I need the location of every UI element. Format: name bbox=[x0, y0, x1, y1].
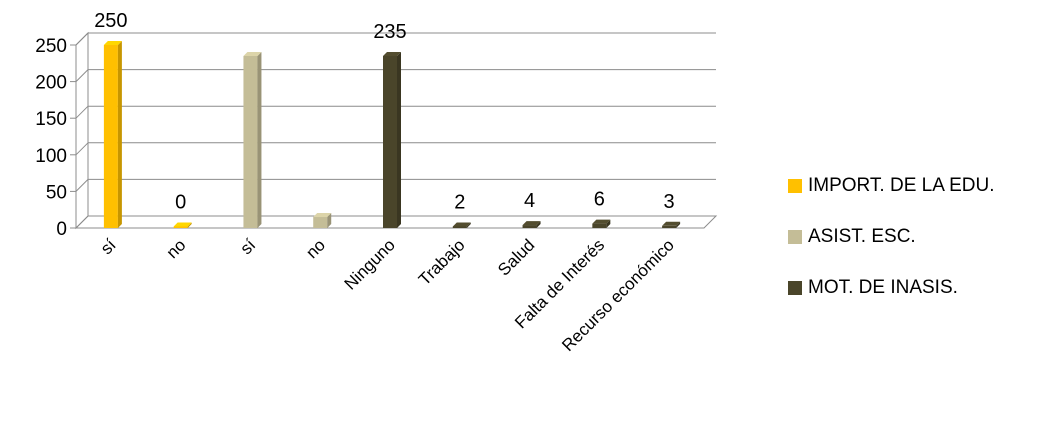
data-label-4-ninguno: 235 bbox=[373, 21, 406, 43]
data-label-5-trabajo: 2 bbox=[454, 192, 465, 214]
side-wall bbox=[75, 31, 89, 230]
bar-5-trabajo bbox=[452, 226, 467, 228]
bar-top-5-trabajo bbox=[452, 222, 471, 227]
data-label-0-si: 250 bbox=[94, 10, 127, 32]
side-gridline-200 bbox=[75, 69, 89, 82]
legend-item-mot-de-inasis: MOT. DE INASIS. bbox=[788, 274, 1038, 301]
x-tick-label-6-salud: Salud bbox=[494, 235, 538, 279]
bar-8-recurso-economico bbox=[662, 225, 677, 228]
bar-top-6-salud bbox=[522, 221, 541, 226]
y-tick-label-50: 50 bbox=[46, 182, 67, 203]
legend-swatch-import-de-la-edu bbox=[788, 178, 802, 193]
bar-7-falta-de-interes bbox=[592, 223, 607, 228]
bar-side-4-ninguno bbox=[397, 51, 401, 229]
x-tick-label-3-no: no bbox=[302, 235, 329, 262]
y-tick-label-200: 200 bbox=[35, 73, 67, 94]
x-tick-label-1-no: no bbox=[163, 235, 190, 262]
bar-side-3-no bbox=[327, 213, 332, 228]
legend-label-mot-de-inasis: MOT. DE INASIS. bbox=[808, 276, 958, 298]
bar-top-3-no bbox=[313, 213, 332, 218]
legend-label-import-de-la-edu: IMPORT. DE LA EDU. bbox=[808, 174, 995, 196]
floor bbox=[74, 215, 718, 229]
bar-top-7-falta-de-interes bbox=[592, 219, 611, 224]
bar-4-ninguno bbox=[383, 55, 397, 229]
data-label-8-recurso-economico: 3 bbox=[664, 191, 675, 213]
data-label-1-no: 0 bbox=[175, 192, 186, 214]
bar-6-salud bbox=[522, 225, 537, 228]
bar-side-5-trabajo bbox=[466, 222, 471, 228]
bar-top-2-si bbox=[243, 51, 262, 56]
bar-3-no bbox=[313, 217, 328, 228]
x-tick-label-5-trabajo: Trabajo bbox=[415, 235, 469, 289]
side-gridline-50 bbox=[75, 179, 89, 192]
y-tick-label-250: 250 bbox=[35, 36, 67, 57]
legend: IMPORT. DE LA EDU. ASIST. ESC. MOT. DE I… bbox=[788, 172, 1038, 325]
bar-side-0-si bbox=[117, 41, 122, 228]
bar-side-6-salud bbox=[536, 221, 541, 228]
bar-2-si bbox=[243, 55, 258, 229]
side-gridline-100 bbox=[75, 142, 89, 156]
bar-side-7-falta-de-interes bbox=[606, 219, 611, 228]
x-tick-label-2-si: sí bbox=[236, 235, 259, 258]
y-tick-label-150: 150 bbox=[35, 109, 67, 130]
legend-label-asist-esc: ASIST. ESC. bbox=[808, 225, 916, 247]
legend-swatch-mot-de-inasis bbox=[788, 280, 802, 295]
x-tick-label-0-si: sí bbox=[97, 235, 120, 258]
bar-side-1-no bbox=[187, 222, 192, 228]
side-gridline-150 bbox=[75, 105, 89, 119]
side-gridline-250 bbox=[75, 32, 89, 46]
legend-item-import-de-la-edu: IMPORT. DE LA EDU. bbox=[788, 172, 1038, 199]
data-label-6-salud: 4 bbox=[524, 190, 535, 212]
bar-top-1-no bbox=[173, 222, 192, 227]
data-label-7-falta-de-interes: 6 bbox=[594, 189, 605, 211]
legend-item-asist-esc: ASIST. ESC. bbox=[788, 223, 1038, 250]
bar-top-8-recurso-economico bbox=[662, 221, 681, 226]
bar-top-0-si bbox=[103, 41, 122, 45]
bar-top-4-ninguno bbox=[383, 51, 401, 56]
legend-swatch-asist-esc bbox=[788, 229, 802, 244]
y-tick-label-100: 100 bbox=[35, 146, 67, 167]
bar-1-no bbox=[173, 226, 188, 228]
bar-side-8-recurso-economico bbox=[676, 221, 681, 228]
bar-side-2-si bbox=[257, 51, 262, 229]
x-tick-label-4-ninguno: Ninguno bbox=[341, 235, 399, 293]
y-tick-label-0: 0 bbox=[56, 219, 67, 240]
bar-0-si bbox=[103, 45, 118, 228]
